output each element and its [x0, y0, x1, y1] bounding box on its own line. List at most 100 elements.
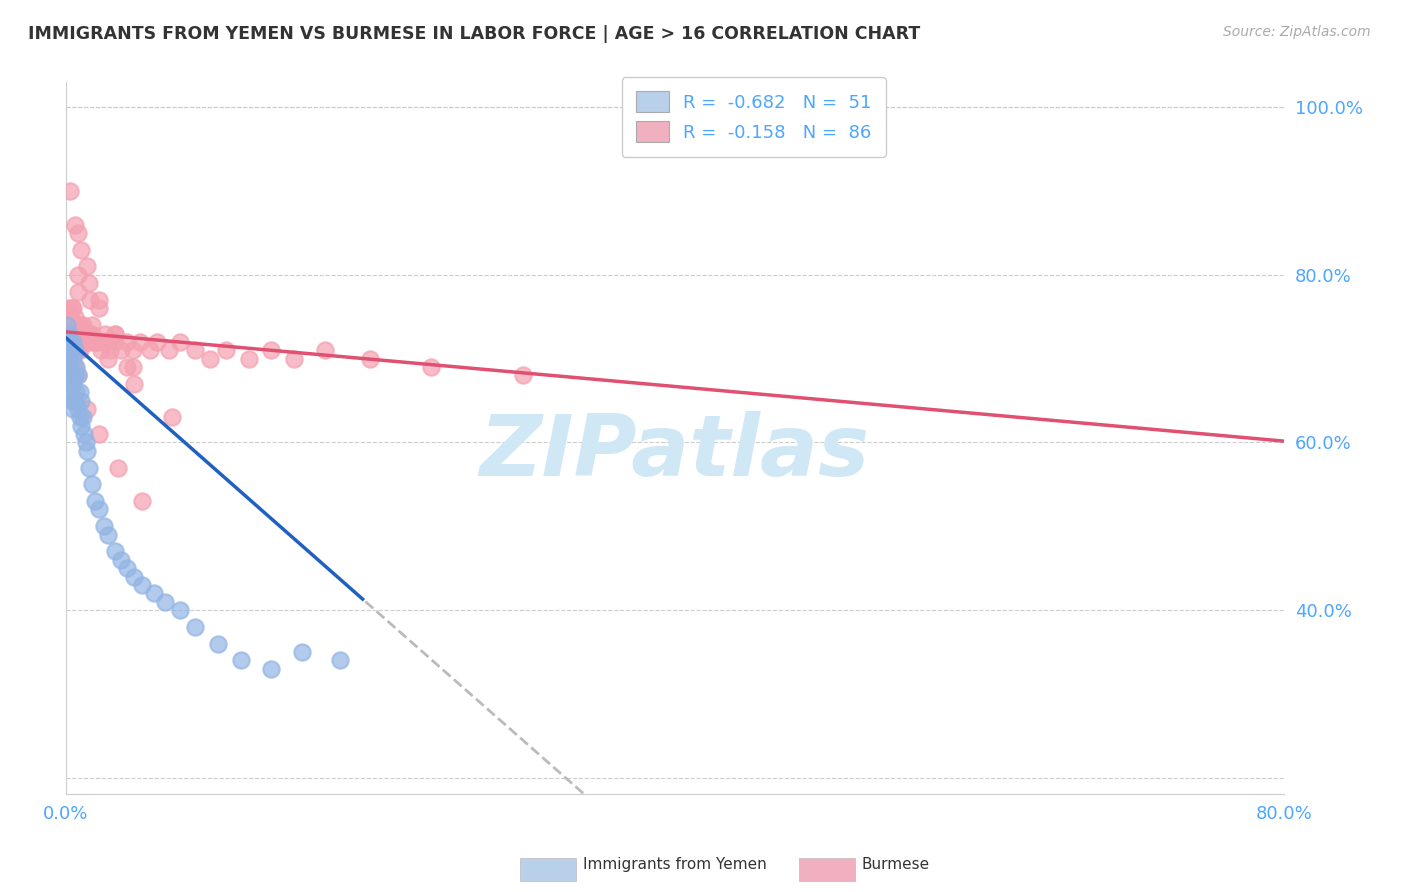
Text: Burmese: Burmese — [862, 857, 929, 872]
Point — [329, 653, 352, 667]
Point — [58, 326, 80, 341]
Point — [124, 569, 146, 583]
Point — [110, 553, 132, 567]
Point — [65, 318, 87, 333]
Point — [169, 334, 191, 349]
Point — [70, 318, 93, 333]
Point — [89, 502, 111, 516]
Point — [63, 326, 86, 341]
Text: ZIPatlas: ZIPatlas — [479, 411, 870, 494]
Point — [80, 318, 103, 333]
Legend: R =  -0.682   N =  51, R =  -0.158   N =  86: R = -0.682 N = 51, R = -0.158 N = 86 — [621, 77, 886, 157]
Point — [115, 334, 138, 349]
Point — [124, 376, 146, 391]
Point — [89, 293, 111, 307]
Point — [58, 359, 80, 374]
Point — [77, 277, 100, 291]
Point — [103, 544, 125, 558]
Point — [69, 343, 91, 358]
Point — [75, 435, 97, 450]
Point — [359, 351, 381, 366]
Point — [76, 334, 98, 349]
Point — [62, 334, 84, 349]
Point — [59, 310, 82, 324]
Point — [131, 578, 153, 592]
Point — [66, 268, 89, 282]
Point — [103, 326, 125, 341]
Point — [62, 318, 84, 333]
Point — [65, 385, 87, 400]
Point — [131, 494, 153, 508]
Point — [69, 410, 91, 425]
Point — [83, 494, 105, 508]
Point — [512, 368, 534, 383]
Point — [77, 460, 100, 475]
Point — [98, 343, 121, 358]
Point — [58, 326, 80, 341]
Point — [70, 418, 93, 433]
Point — [56, 318, 79, 333]
Point — [314, 343, 336, 358]
Point — [79, 293, 101, 307]
Point — [115, 561, 138, 575]
Point — [153, 594, 176, 608]
Point — [79, 334, 101, 349]
Point — [80, 477, 103, 491]
Point — [63, 393, 86, 408]
Point — [66, 326, 89, 341]
Point — [65, 326, 87, 341]
Point — [207, 636, 229, 650]
Point — [63, 218, 86, 232]
Point — [66, 285, 89, 299]
Point — [66, 343, 89, 358]
Point — [89, 427, 111, 442]
Point — [62, 376, 84, 391]
Point — [69, 326, 91, 341]
Point — [77, 326, 100, 341]
Point — [420, 359, 443, 374]
Point — [60, 318, 83, 333]
Point — [238, 351, 260, 366]
Point — [58, 376, 80, 391]
Point — [60, 343, 83, 358]
Point — [66, 368, 89, 383]
Point — [60, 368, 83, 383]
Point — [60, 393, 83, 408]
Point — [75, 326, 97, 341]
Point — [229, 653, 252, 667]
Text: Source: ZipAtlas.com: Source: ZipAtlas.com — [1223, 25, 1371, 39]
Point — [80, 326, 103, 341]
Point — [59, 326, 82, 341]
Point — [94, 334, 117, 349]
Point — [260, 343, 283, 358]
Point — [63, 343, 86, 358]
Point — [63, 368, 86, 383]
Point — [103, 326, 125, 341]
Point — [121, 359, 143, 374]
Point — [110, 343, 132, 358]
Point — [93, 519, 115, 533]
Point — [157, 343, 180, 358]
Point — [169, 603, 191, 617]
Text: IMMIGRANTS FROM YEMEN VS BURMESE IN LABOR FORCE | AGE > 16 CORRELATION CHART: IMMIGRANTS FROM YEMEN VS BURMESE IN LABO… — [28, 25, 921, 43]
Point — [63, 359, 86, 374]
Point — [62, 351, 84, 366]
Point — [89, 301, 111, 316]
Point — [60, 334, 83, 349]
Point — [138, 343, 160, 358]
Point — [76, 443, 98, 458]
Point — [73, 427, 96, 442]
Point — [87, 334, 110, 349]
Point — [146, 334, 169, 349]
Point — [121, 343, 143, 358]
Point — [56, 351, 79, 366]
Point — [62, 401, 84, 416]
Point — [200, 351, 222, 366]
Point — [59, 368, 82, 383]
Point — [70, 334, 93, 349]
Point — [90, 343, 112, 358]
Point — [72, 318, 94, 333]
Point — [66, 368, 89, 383]
Point — [59, 343, 82, 358]
Point — [107, 460, 129, 475]
